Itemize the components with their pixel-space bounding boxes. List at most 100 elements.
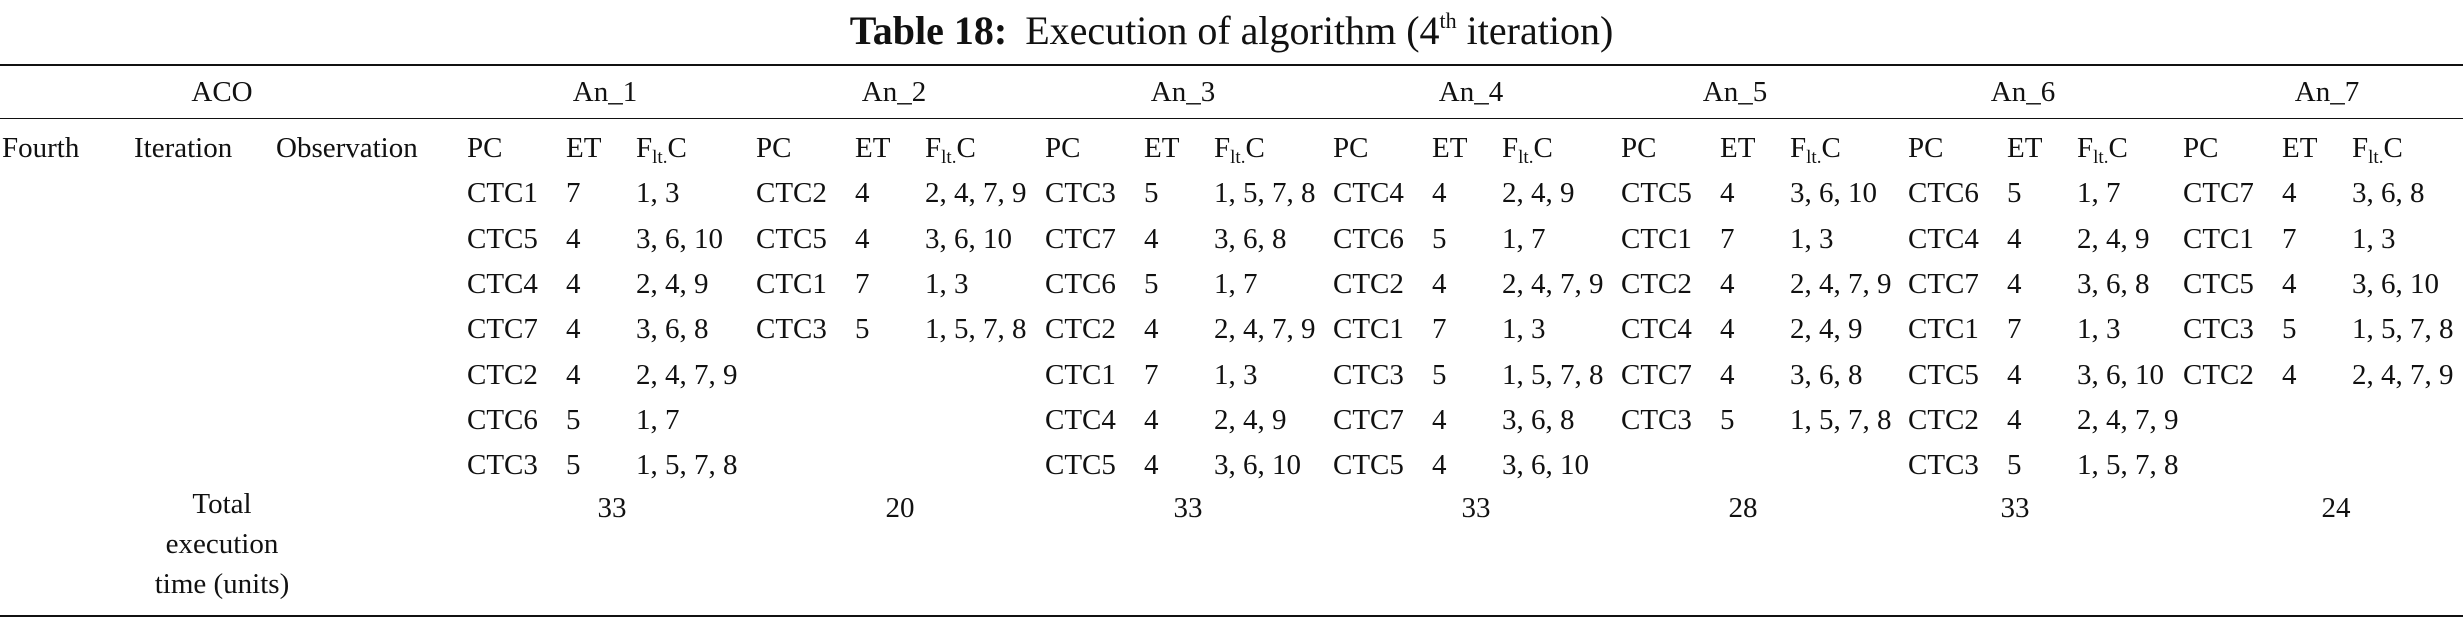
cell-execution-time: 4: [2282, 177, 2297, 210]
total-value-ant-4: 33: [1461, 492, 1491, 524]
total-value-ant-7: 24: [2321, 492, 2351, 524]
cell-test-case: CTC3: [1333, 358, 1404, 391]
subheader-subscript: lt.: [2093, 147, 2109, 168]
cell-test-case: CTC4: [1045, 403, 1116, 436]
cell-faults: 1, 7: [2077, 177, 2121, 210]
cell-test-case: CTC7: [467, 313, 538, 346]
cell-faults: 3, 6, 8: [1502, 403, 1575, 436]
subheader-et: ET: [2007, 132, 2043, 164]
cell-faults: 2, 4, 7, 9: [1502, 267, 1604, 300]
cell-faults: 3, 6, 10: [2077, 358, 2164, 391]
bottom-rule: [0, 615, 2463, 617]
cell-execution-time: 5: [1720, 403, 1735, 436]
cell-test-case: CTC1: [1333, 313, 1404, 346]
cell-faults: 3, 6, 8: [1790, 358, 1863, 391]
cell-execution-time: 4: [1144, 222, 1159, 255]
subheader-subscript: lt.: [941, 147, 957, 168]
cell-faults: 3, 6, 10: [1214, 449, 1301, 482]
header-rule: [0, 118, 2463, 119]
subheader-c: C: [1533, 132, 1553, 164]
cell-execution-time: 5: [1144, 267, 1159, 300]
cell-faults: 3, 6, 10: [636, 222, 723, 255]
cell-execution-time: 4: [2007, 267, 2022, 300]
cell-execution-time: 4: [1144, 313, 1159, 346]
cell-faults: 2, 4, 7, 9: [636, 358, 738, 391]
cell-execution-time: 4: [2282, 267, 2297, 300]
caption-text-end: iteration): [1456, 8, 1614, 53]
cell-faults: 2, 4, 9: [2077, 222, 2150, 255]
cell-faults: 1, 7: [1214, 267, 1258, 300]
row-label-iteration: Iteration: [134, 132, 233, 164]
cell-execution-time: 5: [2282, 313, 2297, 346]
cell-execution-time: 4: [1720, 358, 1735, 391]
subheader-pc: PC: [467, 132, 503, 164]
cell-test-case: CTC5: [1621, 177, 1692, 210]
cell-faults: 1, 7: [636, 403, 680, 436]
cell-test-case: CTC3: [467, 449, 538, 482]
cell-faults: 2, 4, 9: [1502, 177, 1575, 210]
subheader-pc: PC: [756, 132, 792, 164]
subheader-failed-test-cases: Flt.C: [1214, 128, 1265, 178]
cell-test-case: CTC2: [1621, 267, 1692, 300]
cell-test-case: CTC5: [756, 222, 827, 255]
subheader-failed-test-cases: Flt.C: [925, 128, 976, 178]
subheader-et: ET: [1432, 132, 1468, 164]
cell-faults: 1, 5, 7, 8: [1790, 403, 1892, 436]
subheader-f: F: [2077, 132, 2094, 164]
cell-test-case: CTC1: [756, 267, 827, 300]
cell-execution-time: 7: [2282, 222, 2297, 255]
cell-test-case: CTC3: [1045, 177, 1116, 210]
cell-faults: 3, 6, 10: [1502, 449, 1589, 482]
cell-execution-time: 4: [855, 222, 870, 255]
header-ant-1: An_1: [572, 76, 638, 108]
subheader-pc: PC: [1621, 132, 1657, 164]
cell-faults: 1, 3: [2077, 313, 2121, 346]
cell-test-case: CTC2: [1333, 267, 1404, 300]
total-label-line: execution: [165, 528, 279, 560]
cell-execution-time: 5: [566, 449, 581, 482]
cell-execution-time: 7: [855, 267, 870, 300]
caption-label: Table 18:: [849, 8, 1008, 53]
cell-test-case: CTC7: [1045, 222, 1116, 255]
cell-faults: 2, 4, 7, 9: [925, 177, 1027, 210]
subheader-failed-test-cases: Flt.C: [1502, 128, 1553, 178]
cell-test-case: CTC5: [1333, 449, 1404, 482]
subheader-f: F: [636, 132, 653, 164]
cell-faults: 2, 4, 9: [1790, 313, 1863, 346]
subheader-f: F: [925, 132, 942, 164]
cell-test-case: CTC6: [1333, 222, 1404, 255]
cell-faults: 1, 5, 7, 8: [1502, 358, 1604, 391]
total-value-ant-6: 33: [2000, 492, 2030, 524]
cell-faults: 1, 5, 7, 8: [2352, 313, 2454, 346]
total-value-ant-1: 33: [597, 492, 627, 524]
cell-test-case: CTC5: [1908, 358, 1979, 391]
cell-test-case: CTC6: [1908, 177, 1979, 210]
caption-superscript: th: [1439, 8, 1457, 33]
cell-test-case: CTC4: [1621, 313, 1692, 346]
cell-faults: 3, 6, 8: [636, 313, 709, 346]
subheader-failed-test-cases: Flt.C: [1790, 128, 1841, 178]
subheader-c: C: [2383, 132, 2403, 164]
subheader-c: C: [2108, 132, 2128, 164]
cell-test-case: CTC3: [2183, 313, 2254, 346]
cell-execution-time: 7: [1432, 313, 1447, 346]
cell-execution-time: 5: [2007, 449, 2022, 482]
cell-faults: 1, 3: [2352, 222, 2396, 255]
cell-execution-time: 5: [566, 403, 581, 436]
cell-faults: 1, 5, 7, 8: [636, 449, 738, 482]
cell-faults: 1, 5, 7, 8: [925, 313, 1027, 346]
cell-test-case: CTC5: [467, 222, 538, 255]
header-ant-7: An_7: [2294, 76, 2360, 108]
subheader-pc: PC: [1908, 132, 1944, 164]
cell-faults: 3, 6, 8: [2077, 267, 2150, 300]
cell-test-case: CTC4: [1908, 222, 1979, 255]
cell-test-case: CTC6: [1045, 267, 1116, 300]
cell-test-case: CTC7: [2183, 177, 2254, 210]
cell-test-case: CTC4: [1333, 177, 1404, 210]
cell-faults: 2, 4, 9: [1214, 403, 1287, 436]
row-label-observation: Observation: [276, 132, 418, 164]
subheader-et: ET: [1720, 132, 1756, 164]
cell-execution-time: 4: [1432, 449, 1447, 482]
subheader-et: ET: [566, 132, 602, 164]
total-value-ant-3: 33: [1173, 492, 1203, 524]
